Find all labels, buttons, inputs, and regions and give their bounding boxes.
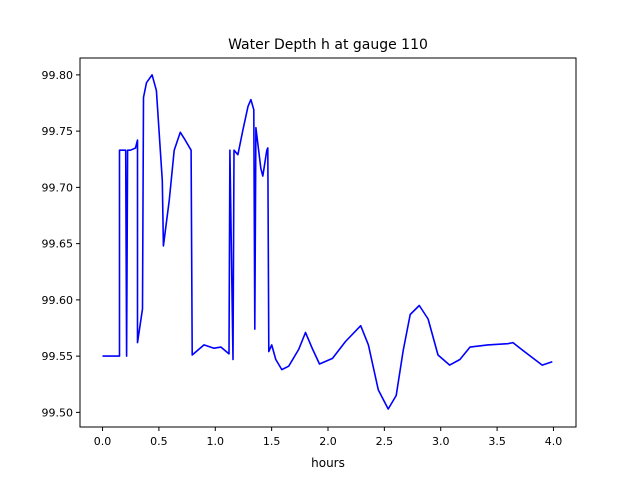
y-tick-label: 99.75 <box>42 125 74 138</box>
x-axis-label: hours <box>311 456 345 470</box>
y-tick-label: 99.70 <box>42 181 74 194</box>
y-tick-label: 99.60 <box>42 294 74 307</box>
series-line-h <box>102 74 553 410</box>
x-tick-label: 3.0 <box>432 435 450 448</box>
x-tick-label: 1.0 <box>207 435 225 448</box>
y-tick-label: 99.80 <box>42 69 74 82</box>
x-tick-label: 3.5 <box>488 435 506 448</box>
x-tick-label: 0.5 <box>150 435 168 448</box>
y-tick-label: 99.65 <box>42 238 74 251</box>
y-tick-label: 99.55 <box>42 350 74 363</box>
chart-title: Water Depth h at gauge 110 <box>228 37 428 53</box>
x-tick-label: 1.5 <box>263 435 281 448</box>
y-tick-label: 99.50 <box>42 406 74 419</box>
x-tick-label: 4.0 <box>545 435 563 448</box>
x-tick-label: 2.0 <box>319 435 337 448</box>
x-tick-label: 0.0 <box>94 435 112 448</box>
x-tick-label: 2.5 <box>376 435 394 448</box>
plot-frame <box>79 57 577 428</box>
